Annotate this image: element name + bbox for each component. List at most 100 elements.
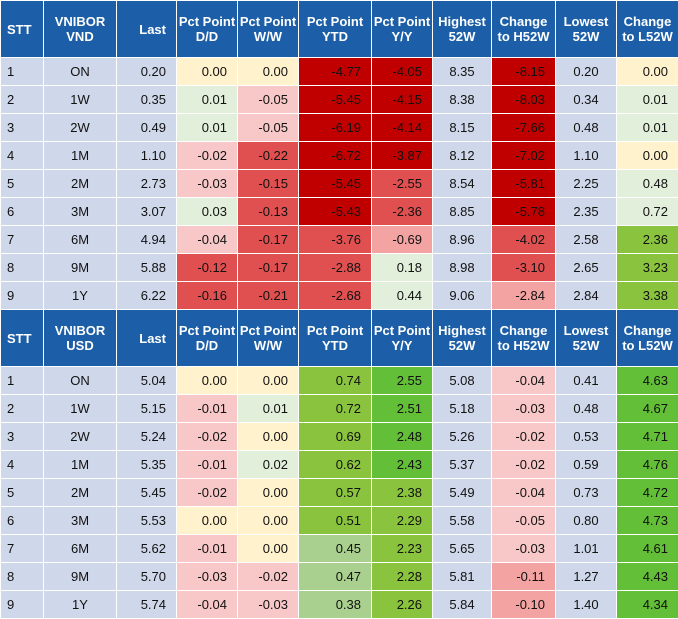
highest-52w-cell: 8.35 bbox=[433, 58, 491, 85]
table-row: 7 6M 5.62 -0.01 0.00 0.45 2.23 5.65 -0.03 1.01 4.6… bbox=[1, 535, 678, 562]
header-last: Last bbox=[117, 1, 176, 57]
last-cell: 5.74 bbox=[117, 591, 176, 618]
lowest-52w-cell: 0.34 bbox=[556, 86, 616, 113]
pct-ytd-cell: 0.47 bbox=[299, 563, 371, 590]
change-l52w-cell: 4.34 bbox=[617, 591, 678, 618]
pct-ytd-cell: 0.38 bbox=[299, 591, 371, 618]
pct-yy-cell: -3.87 bbox=[372, 142, 432, 169]
change-l52w-cell: 4.71 bbox=[617, 423, 678, 450]
change-h52w-cell: -0.02 bbox=[492, 423, 555, 450]
header-pct-yy: Pct Point Y/Y bbox=[372, 310, 432, 366]
tenor-cell: 2M bbox=[44, 170, 116, 197]
lowest-52w-cell: 2.65 bbox=[556, 254, 616, 281]
change-h52w-cell: -0.02 bbox=[492, 451, 555, 478]
change-h52w-cell: -5.81 bbox=[492, 170, 555, 197]
pct-dd-cell: 0.00 bbox=[177, 58, 237, 85]
stt-cell: 3 bbox=[1, 423, 43, 450]
stt-cell: 5 bbox=[1, 479, 43, 506]
pct-dd-cell: -0.04 bbox=[177, 591, 237, 618]
stt-cell: 3 bbox=[1, 114, 43, 141]
pct-yy-cell: -4.05 bbox=[372, 58, 432, 85]
pct-ww-cell: -0.05 bbox=[238, 114, 298, 141]
pct-ww-cell: -0.21 bbox=[238, 282, 298, 309]
pct-ytd-cell: -3.76 bbox=[299, 226, 371, 253]
change-h52w-cell: -0.04 bbox=[492, 479, 555, 506]
change-l52w-cell: 3.23 bbox=[617, 254, 678, 281]
header-pct-yy: Pct Point Y/Y bbox=[372, 1, 432, 57]
highest-52w-cell: 9.06 bbox=[433, 282, 491, 309]
stt-cell: 8 bbox=[1, 563, 43, 590]
last-cell: 5.45 bbox=[117, 479, 176, 506]
table-row: 2 1W 0.35 0.01 -0.05 -5.45 -4.15 8.38 -8.03 0.34 0… bbox=[1, 86, 678, 113]
tenor-cell: 2W bbox=[44, 423, 116, 450]
pct-dd-cell: 0.03 bbox=[177, 198, 237, 225]
lowest-52w-cell: 2.58 bbox=[556, 226, 616, 253]
pct-dd-cell: -0.03 bbox=[177, 563, 237, 590]
pct-ytd-cell: 0.72 bbox=[299, 395, 371, 422]
header-highest-52w: Highest 52W bbox=[433, 310, 491, 366]
header-change-h52w: Change to H52W bbox=[492, 1, 555, 57]
tenor-cell: 9M bbox=[44, 563, 116, 590]
table-row: 2 1W 5.15 -0.01 0.01 0.72 2.51 5.18 -0.03 0.48 4.6… bbox=[1, 395, 678, 422]
vnd-header-row: STT VNIBOR VND Last Pct Point D/D Pct Point … bbox=[1, 1, 678, 57]
last-cell: 0.20 bbox=[117, 58, 176, 85]
pct-ytd-cell: 0.57 bbox=[299, 479, 371, 506]
pct-ww-cell: 0.00 bbox=[238, 367, 298, 394]
stt-cell: 7 bbox=[1, 535, 43, 562]
pct-yy-cell: 2.55 bbox=[372, 367, 432, 394]
change-l52w-cell: 4.72 bbox=[617, 479, 678, 506]
header-pct-ww: Pct Point W/W bbox=[238, 1, 298, 57]
header-stt: STT bbox=[1, 310, 43, 366]
last-cell: 5.15 bbox=[117, 395, 176, 422]
header-pct-ytd: Pct Point YTD bbox=[299, 1, 371, 57]
last-cell: 6.22 bbox=[117, 282, 176, 309]
highest-52w-cell: 5.08 bbox=[433, 367, 491, 394]
lowest-52w-cell: 0.20 bbox=[556, 58, 616, 85]
pct-ww-cell: -0.22 bbox=[238, 142, 298, 169]
table-row: 5 2M 2.73 -0.03 -0.15 -5.45 -2.55 8.54 -5.81 2.25… bbox=[1, 170, 678, 197]
tenor-cell: 1W bbox=[44, 395, 116, 422]
highest-52w-cell: 8.96 bbox=[433, 226, 491, 253]
stt-cell: 7 bbox=[1, 226, 43, 253]
header-pct-ytd: Pct Point YTD bbox=[299, 310, 371, 366]
pct-yy-cell: 2.48 bbox=[372, 423, 432, 450]
highest-52w-cell: 8.98 bbox=[433, 254, 491, 281]
lowest-52w-cell: 0.80 bbox=[556, 507, 616, 534]
highest-52w-cell: 8.85 bbox=[433, 198, 491, 225]
stt-cell: 6 bbox=[1, 507, 43, 534]
table-row: 3 2W 5.24 -0.02 0.00 0.69 2.48 5.26 -0.02 0.53 4.7… bbox=[1, 423, 678, 450]
change-h52w-cell: -8.15 bbox=[492, 58, 555, 85]
stt-cell: 6 bbox=[1, 198, 43, 225]
change-l52w-cell: 4.43 bbox=[617, 563, 678, 590]
tenor-cell: 2W bbox=[44, 114, 116, 141]
pct-ww-cell: -0.17 bbox=[238, 254, 298, 281]
change-h52w-cell: -0.03 bbox=[492, 535, 555, 562]
tenor-cell: 3M bbox=[44, 198, 116, 225]
change-h52w-cell: -2.84 bbox=[492, 282, 555, 309]
tenor-cell: 6M bbox=[44, 535, 116, 562]
stt-cell: 1 bbox=[1, 58, 43, 85]
lowest-52w-cell: 2.84 bbox=[556, 282, 616, 309]
pct-yy-cell: -4.15 bbox=[372, 86, 432, 113]
lowest-52w-cell: 1.10 bbox=[556, 142, 616, 169]
pct-ww-cell: 0.00 bbox=[238, 535, 298, 562]
highest-52w-cell: 8.38 bbox=[433, 86, 491, 113]
change-h52w-cell: -0.10 bbox=[492, 591, 555, 618]
pct-ytd-cell: 0.74 bbox=[299, 367, 371, 394]
tenor-cell: ON bbox=[44, 367, 116, 394]
table-row: 8 9M 5.70 -0.03 -0.02 0.47 2.28 5.81 -0.11 1.27 4.… bbox=[1, 563, 678, 590]
pct-yy-cell: -2.55 bbox=[372, 170, 432, 197]
header-tenor: VNIBOR USD bbox=[44, 310, 116, 366]
last-cell: 5.04 bbox=[117, 367, 176, 394]
last-cell: 1.10 bbox=[117, 142, 176, 169]
pct-yy-cell: -4.14 bbox=[372, 114, 432, 141]
change-l52w-cell: 0.72 bbox=[617, 198, 678, 225]
pct-dd-cell: -0.12 bbox=[177, 254, 237, 281]
tenor-cell: 6M bbox=[44, 226, 116, 253]
pct-ww-cell: 0.01 bbox=[238, 395, 298, 422]
table-row: 7 6M 4.94 -0.04 -0.17 -3.76 -0.69 8.96 -4.02 2.58… bbox=[1, 226, 678, 253]
pct-yy-cell: 2.23 bbox=[372, 535, 432, 562]
change-h52w-cell: -3.10 bbox=[492, 254, 555, 281]
